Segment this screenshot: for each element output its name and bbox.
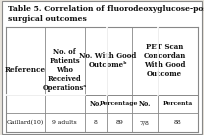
Text: No. With Good
Outcomeᵇ: No. With Good Outcomeᵇ (80, 52, 137, 69)
Text: No.: No. (90, 100, 102, 108)
Text: Reference: Reference (5, 66, 46, 74)
Text: 8: 8 (94, 120, 98, 125)
Text: PET Scan
Concordan
With Good
Outcome: PET Scan Concordan With Good Outcome (144, 43, 186, 78)
Text: 88: 88 (174, 120, 182, 125)
Text: surgical outcomes: surgical outcomes (8, 15, 87, 23)
Text: Gaillard(10): Gaillard(10) (7, 120, 44, 125)
Text: Percenta: Percenta (163, 101, 193, 107)
Text: 89: 89 (115, 120, 123, 125)
Text: No.: No. (139, 100, 151, 108)
Text: Percentage: Percentage (100, 101, 139, 107)
Text: No. of
Patients
Who
Received
Operationsᵃ: No. of Patients Who Received Operationsᵃ (43, 48, 87, 92)
Text: Table 5. Correlation of fluorodeoxyglucose-positron-e: Table 5. Correlation of fluorodeoxygluco… (8, 5, 204, 13)
Text: 7/8: 7/8 (140, 120, 150, 125)
Text: 9 adults: 9 adults (52, 120, 77, 125)
